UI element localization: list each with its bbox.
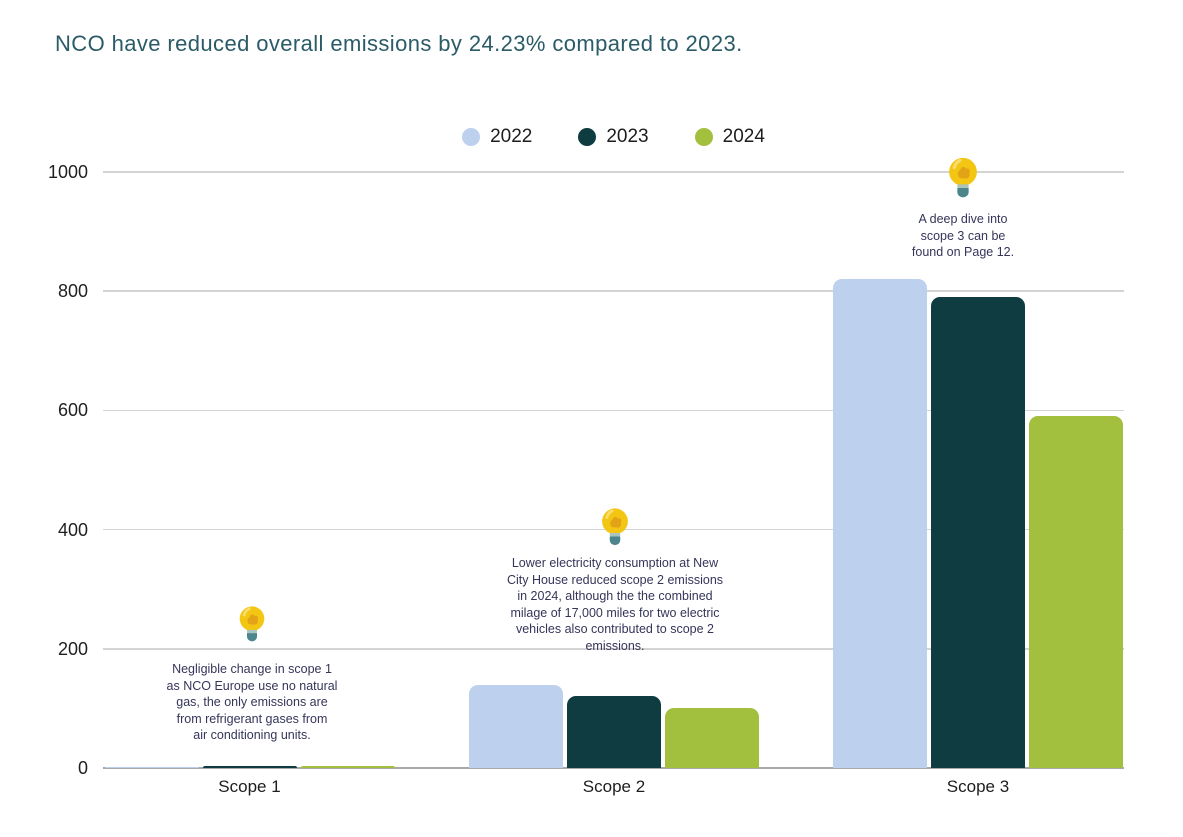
- legend-dot-2024: [694, 128, 713, 146]
- legend-item-2023[interactable]: 2023: [578, 126, 649, 148]
- legend-label-2022: 2022: [490, 126, 533, 147]
- chart-legend: 2022 2023 2024: [103, 126, 1124, 148]
- lightbulb-icon: [946, 156, 981, 204]
- y-tick-200: 200: [57, 638, 88, 659]
- legend-item-2024[interactable]: 2024: [694, 126, 765, 148]
- bar-scope-1-2023[interactable]: [202, 765, 297, 768]
- bar-scope-2-2022[interactable]: [469, 684, 563, 768]
- bar-scope-3-2023[interactable]: [931, 297, 1025, 768]
- gridline-0: [103, 767, 1124, 769]
- annotation-scope-1: Negligible change in scope 1 as NCO Euro…: [166, 662, 338, 742]
- gridline-200: [103, 648, 1124, 650]
- gridline-1000: [103, 171, 1124, 173]
- annotation-scope-2: Lower electricity consumption at New Cit…: [506, 556, 724, 653]
- x-label-scope-3: Scope 3: [946, 777, 1010, 796]
- gridline-600: [103, 409, 1124, 412]
- bar-scope-2-2023[interactable]: [567, 696, 661, 768]
- bar-scope-1-2024[interactable]: [300, 766, 395, 768]
- annotation-scope-3: A deep dive into scope 3 can be found on…: [911, 212, 1015, 259]
- bar-scope-3-2024[interactable]: [1029, 416, 1123, 768]
- lightbulb-icon: [599, 507, 632, 551]
- legend-dot-2022: [462, 128, 481, 146]
- lightbulb-icon: [237, 605, 268, 647]
- legend-label-2023: 2023: [606, 126, 649, 147]
- x-label-scope-2: Scope 2: [582, 777, 646, 796]
- legend-label-2024: 2024: [722, 126, 765, 147]
- chart-title: NCO have reduced overall emissions by 24…: [55, 31, 743, 56]
- bar-scope-3-2022[interactable]: [833, 279, 927, 768]
- legend-item-2022[interactable]: 2022: [462, 126, 532, 148]
- plot-area: [103, 171, 1124, 769]
- gridline-800: [103, 290, 1124, 292]
- bar-scope-2-2024[interactable]: [665, 708, 759, 768]
- legend-dot-2023: [578, 128, 597, 146]
- x-label-scope-1: Scope 1: [218, 777, 281, 796]
- bar-scope-1-2022[interactable]: [104, 766, 199, 768]
- y-tick-1000: 1000: [47, 162, 88, 182]
- y-tick-0: 0: [77, 758, 88, 778]
- y-tick-400: 400: [57, 519, 88, 540]
- y-tick-600: 600: [57, 400, 88, 421]
- y-tick-800: 800: [57, 281, 88, 302]
